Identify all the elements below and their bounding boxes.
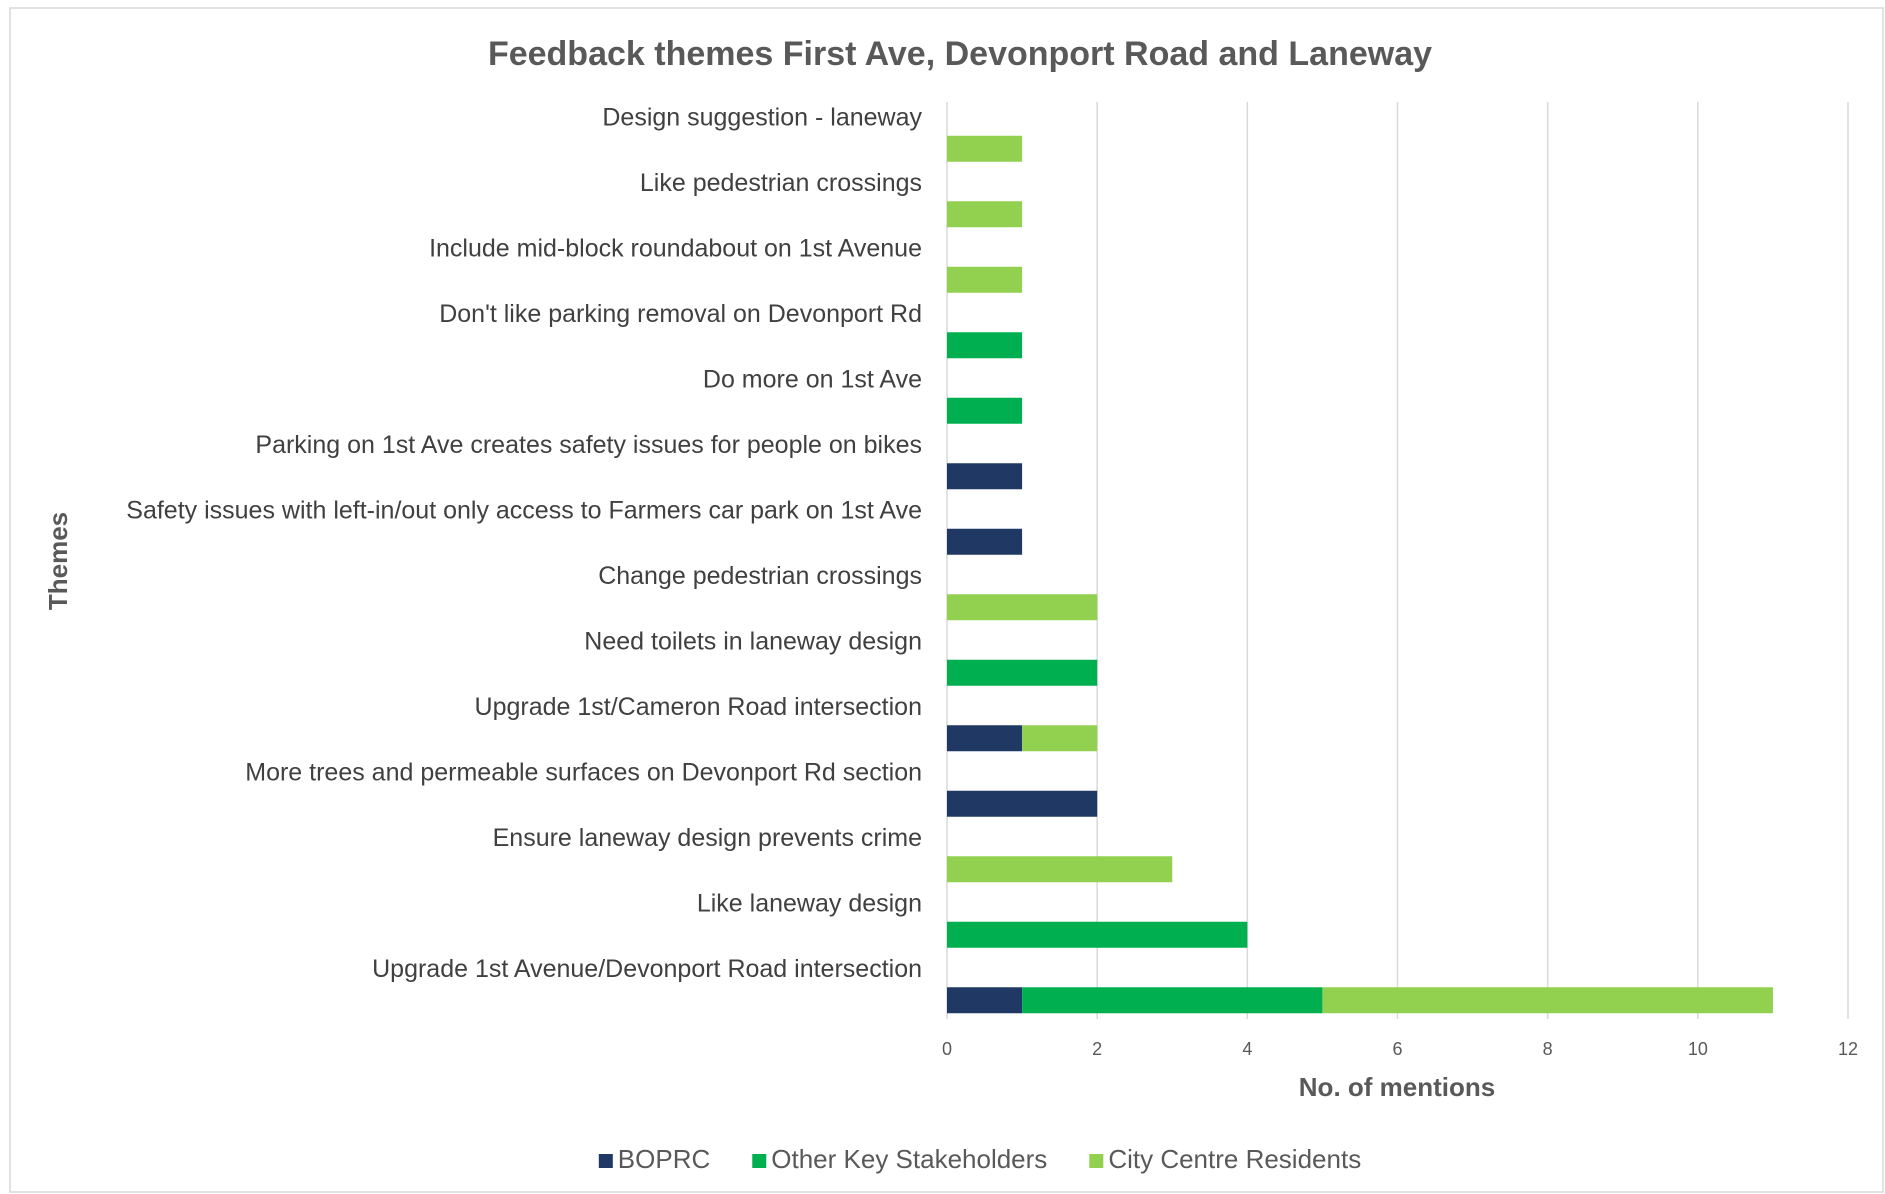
bar <box>1322 987 1773 1014</box>
y-tick-label: Like pedestrian crossings <box>640 169 922 197</box>
legend-swatch <box>1089 1154 1104 1168</box>
bar <box>947 332 1023 359</box>
y-tick-label: Do more on 1st Ave <box>703 365 922 393</box>
legend-label: Other Key Stakeholders <box>771 1144 1047 1174</box>
bar <box>947 790 1098 817</box>
y-tick-label: Ensure laneway design prevents crime <box>493 824 922 852</box>
y-tick-label: Safety issues with left-in/out only acce… <box>126 496 922 524</box>
x-tick-label: 8 <box>1543 1039 1553 1059</box>
x-axis-title: No. of mentions <box>1299 1072 1495 1102</box>
y-tick-label: More trees and permeable surfaces on Dev… <box>245 758 922 786</box>
y-tick-label: Design suggestion - laneway <box>602 103 922 131</box>
bar <box>947 594 1098 621</box>
chart-title: Feedback themes First Ave, Devonport Roa… <box>488 35 1432 73</box>
bar <box>947 987 1023 1014</box>
legend-label: City Centre Residents <box>1108 1144 1361 1174</box>
bar <box>947 856 1173 883</box>
x-tick-label: 10 <box>1688 1039 1708 1059</box>
bar <box>947 266 1023 293</box>
bar <box>947 921 1248 948</box>
bar <box>947 725 1023 752</box>
y-tick-label: Like laneway design <box>697 889 922 917</box>
x-tick-label: 4 <box>1242 1039 1252 1059</box>
y-tick-label: Upgrade 1st Avenue/Devonport Road inters… <box>372 955 922 983</box>
x-tick-label: 0 <box>942 1039 952 1059</box>
bar <box>947 463 1023 490</box>
bar <box>947 201 1023 228</box>
y-tick-label: Parking on 1st Ave creates safety issues… <box>255 431 922 459</box>
chart-border <box>9 7 1884 1193</box>
bar <box>947 528 1023 555</box>
legend-label: BOPRC <box>618 1144 710 1174</box>
y-tick-label: Include mid-block roundabout on 1st Aven… <box>429 234 922 262</box>
x-tick-label: 12 <box>1838 1039 1858 1059</box>
bar <box>947 397 1023 424</box>
legend-swatch <box>598 1154 613 1168</box>
x-tick-label: 6 <box>1392 1039 1402 1059</box>
y-axis-title: Themes <box>43 512 73 610</box>
bar <box>1022 725 1098 752</box>
y-tick-label: Upgrade 1st/Cameron Road intersection <box>475 693 922 721</box>
y-tick-label: Change pedestrian crossings <box>598 562 922 590</box>
bar <box>1022 987 1323 1014</box>
bar <box>947 659 1098 686</box>
bar <box>947 135 1023 162</box>
legend: BOPRC Other Key Stakeholders City Centre R… <box>598 1144 1361 1174</box>
legend-swatch <box>752 1154 767 1168</box>
y-tick-label: Don't like parking removal on Devonport … <box>439 300 922 328</box>
x-tick-label: 2 <box>1092 1039 1102 1059</box>
y-tick-label: Need toilets in laneway design <box>584 627 922 655</box>
